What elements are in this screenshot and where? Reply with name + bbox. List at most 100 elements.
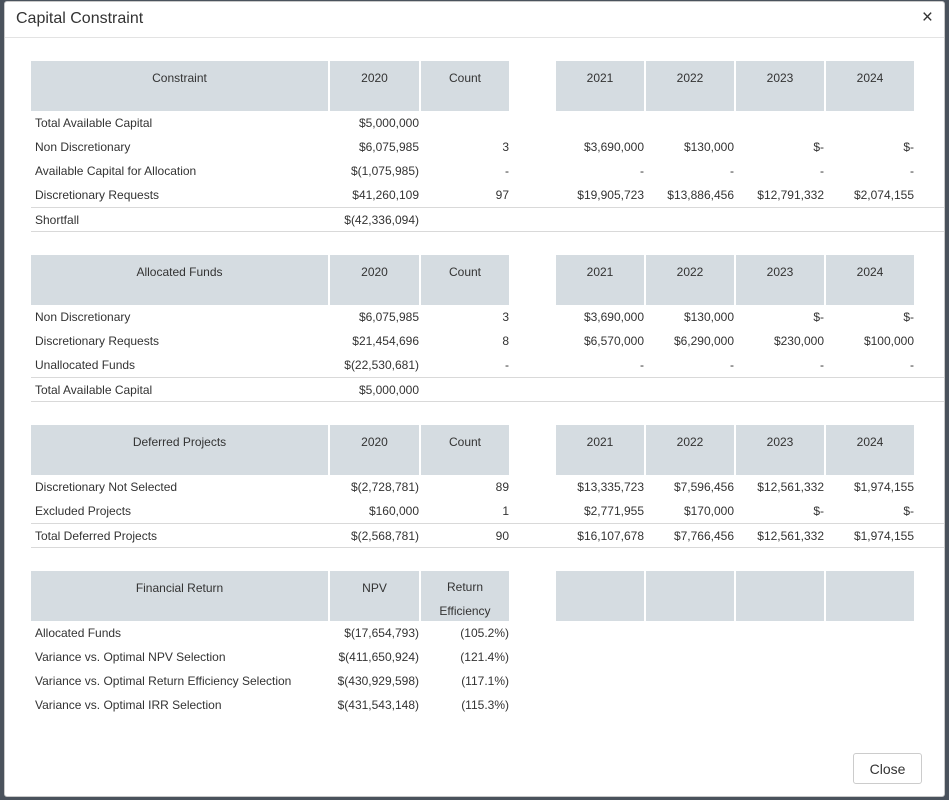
value-count: 89: [495, 480, 509, 494]
value-2023: $12,561,332: [757, 480, 824, 494]
value-2022: $130,000: [683, 140, 734, 154]
row-label: Discretionary Requests: [35, 334, 160, 348]
value-count: 97: [495, 188, 509, 202]
header-empty-3: [736, 571, 824, 621]
row-label: Shortfall: [35, 213, 80, 227]
row-label: Unallocated Funds: [35, 358, 136, 372]
table-row: Variance vs. Optimal IRR Selection $(431…: [31, 693, 944, 717]
table-row: Excluded Projects $160,000 1 $2,771,955 …: [31, 499, 944, 523]
value-2022: $130,000: [683, 310, 734, 324]
row-label: Non Discretionary: [35, 310, 131, 324]
value-2022: -: [730, 358, 734, 372]
value-count: 3: [502, 140, 509, 154]
value-2020: $(2,568,781): [350, 529, 419, 543]
value-2024: $-: [903, 310, 914, 324]
value-count: 8: [502, 334, 509, 348]
row-label: Total Deferred Projects: [35, 529, 158, 543]
value-2020: $21,454,696: [352, 334, 419, 348]
financial-return-section: Financial Return NPV Return Efficiency A…: [31, 571, 944, 721]
dialog-title: Capital Constraint: [16, 10, 144, 27]
header-2024: 2024: [826, 425, 914, 475]
header-2022: 2022: [646, 61, 734, 111]
value-2023: $-: [813, 504, 824, 518]
value-2021: $16,107,678: [577, 529, 644, 543]
header-count: Count: [421, 255, 509, 305]
table-row: Discretionary Requests $41,260,109 97 $1…: [31, 183, 944, 207]
value-2021: $19,905,723: [577, 188, 644, 202]
header-allocated-funds: Allocated Funds: [31, 255, 328, 305]
value-npv: $(17,654,793): [344, 626, 419, 640]
table-row-total: Total Deferred Projects $(2,568,781) 90 …: [31, 523, 944, 548]
row-label: Variance vs. Optimal Return Efficiency S…: [35, 674, 292, 688]
capital-constraint-dialog: Capital Constraint × Constraint 2020 Cou…: [4, 1, 945, 797]
value-2023: $-: [813, 310, 824, 324]
value-return-efficiency: (117.1%): [461, 674, 509, 688]
value-2021: $3,690,000: [583, 140, 644, 154]
value-return-efficiency: (105.2%): [460, 626, 509, 640]
value-npv: $(430,929,598): [337, 674, 419, 688]
value-npv: $(411,650,924): [338, 650, 419, 664]
row-label: Variance vs. Optimal NPV Selection: [35, 650, 226, 664]
table-row: Unallocated Funds $(22,530,681) - - - - …: [31, 353, 944, 377]
value-2024: $100,000: [863, 334, 914, 348]
table-row: Variance vs. Optimal NPV Selection $(411…: [31, 645, 944, 669]
value-2021: $6,570,000: [583, 334, 644, 348]
close-icon[interactable]: ×: [921, 7, 933, 28]
header-2021: 2021: [556, 61, 644, 111]
value-return-efficiency: (115.3%): [461, 698, 509, 712]
header-empty-4: [826, 571, 914, 621]
value-2022: $6,290,000: [673, 334, 734, 348]
table-row: Non Discretionary $6,075,985 3 $3,690,00…: [31, 305, 944, 329]
header-2023: 2023: [736, 425, 824, 475]
value-2020: $(42,336,094): [344, 213, 419, 227]
value-2020: $6,075,985: [358, 310, 419, 324]
value-2020: $(2,728,781): [350, 480, 419, 494]
allocated-funds-section: Allocated Funds 2020 Count 2021 2022 202…: [31, 255, 944, 405]
row-label: Available Capital for Allocation: [35, 164, 197, 178]
value-2024: $2,074,155: [853, 188, 914, 202]
header-count: Count: [421, 61, 509, 111]
value-2022: $7,766,456: [673, 529, 734, 543]
row-label: Excluded Projects: [35, 504, 132, 518]
header-2020: 2020: [330, 61, 419, 111]
dialog-header: Capital Constraint ×: [5, 2, 944, 38]
value-2021: $2,771,955: [583, 504, 644, 518]
header-efficiency: Efficiency: [439, 604, 491, 618]
value-2024: $1,974,155: [853, 480, 914, 494]
close-button[interactable]: Close: [853, 753, 922, 784]
value-2020: $41,260,109: [352, 188, 419, 202]
row-label: Variance vs. Optimal IRR Selection: [35, 698, 222, 712]
value-count: -: [505, 358, 509, 372]
row-label: Non Discretionary: [35, 140, 131, 154]
value-2024: $1,974,155: [853, 529, 914, 543]
header-constraint: Constraint: [31, 61, 328, 111]
header-return-efficiency: Return Efficiency: [421, 571, 509, 621]
deferred-projects-section: Deferred Projects 2020 Count 2021 2022 2…: [31, 425, 944, 551]
header-2022: 2022: [646, 425, 734, 475]
value-2022: -: [730, 164, 734, 178]
value-2023: $12,561,332: [757, 529, 824, 543]
row-label: Discretionary Requests: [35, 188, 160, 202]
header-2023: 2023: [736, 61, 824, 111]
value-2023: $230,000: [773, 334, 824, 348]
value-2022: $170,000: [683, 504, 734, 518]
table-row: Available Capital for Allocation $(1,075…: [31, 159, 944, 183]
row-label: Total Available Capital: [35, 383, 153, 397]
value-count: 90: [495, 529, 509, 543]
row-label: Allocated Funds: [35, 626, 122, 640]
header-count: Count: [421, 425, 509, 475]
value-2021: -: [640, 164, 644, 178]
table-row: Variance vs. Optimal Return Efficiency S…: [31, 669, 944, 693]
value-2023: $12,791,332: [757, 188, 824, 202]
value-2020: $(22,530,681): [344, 358, 419, 372]
value-2024: -: [910, 358, 914, 372]
value-2022: $13,886,456: [667, 188, 734, 202]
value-2024: -: [910, 164, 914, 178]
header-2021: 2021: [556, 255, 644, 305]
table-row-total: Total Available Capital $5,000,000: [31, 377, 944, 402]
row-label: Discretionary Not Selected: [35, 480, 178, 494]
header-2024: 2024: [826, 61, 914, 111]
header-2020: 2020: [330, 255, 419, 305]
header-empty-1: [556, 571, 644, 621]
header-2024: 2024: [826, 255, 914, 305]
